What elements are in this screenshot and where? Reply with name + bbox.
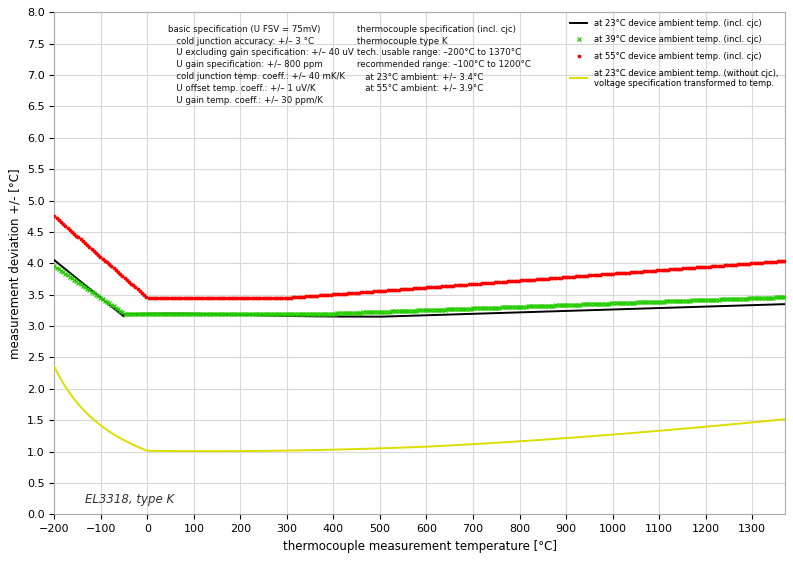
at 39°C device ambient temp. (incl. cjc) (203, 310, 213, 317)
at 23°C device ambient temp. (incl. cjc) (625, 306, 634, 312)
at 55°C device ambient temp. (incl. cjc) (525, 277, 534, 283)
at 55°C device ambient temp. (incl. cjc) (481, 280, 491, 287)
at 23°C device ambient temp. (incl. cjc) (50, 257, 59, 264)
at 23°C device ambient temp. (without cjc),
voltage specification transformed to temp. (405, 444, 415, 450)
at 23°C device ambient temp. (without cjc),
voltage specification transformed to temp. (780, 416, 789, 422)
Line: at 23°C device ambient temp. (without cjc),
voltage specification transformed to temp.: at 23°C device ambient temp. (without cj… (55, 367, 784, 451)
at 23°C device ambient temp. (incl. cjc) (759, 301, 768, 308)
at 55°C device ambient temp. (incl. cjc) (780, 257, 789, 264)
at 39°C device ambient temp. (incl. cjc) (120, 310, 129, 317)
at 23°C device ambient temp. (without cjc),
voltage specification transformed to temp. (203, 448, 213, 454)
at 39°C device ambient temp. (incl. cjc) (50, 263, 59, 270)
at 23°C device ambient temp. (without cjc),
voltage specification transformed to temp. (759, 418, 768, 425)
at 23°C device ambient temp. (incl. cjc) (405, 312, 415, 319)
Legend: at 23°C device ambient temp. (incl. cjc), at 39°C device ambient temp. (incl. cj: at 23°C device ambient temp. (incl. cjc)… (567, 16, 781, 91)
X-axis label: thermocouple measurement temperature [°C]: thermocouple measurement temperature [°C… (282, 540, 557, 553)
at 39°C device ambient temp. (incl. cjc) (525, 303, 534, 310)
Text: EL3318, type K: EL3318, type K (85, 493, 174, 506)
Text: thermocouple specification (incl. cjc)
thermocouple type K
tech. usable range: –: thermocouple specification (incl. cjc) t… (358, 25, 531, 93)
Line: at 23°C device ambient temp. (incl. cjc): at 23°C device ambient temp. (incl. cjc) (55, 260, 784, 317)
at 23°C device ambient temp. (without cjc),
voltage specification transformed to temp. (625, 430, 634, 436)
at 23°C device ambient temp. (incl. cjc) (759, 301, 768, 308)
at 55°C device ambient temp. (incl. cjc) (676, 265, 686, 272)
at 23°C device ambient temp. (without cjc),
voltage specification transformed to temp. (385, 445, 395, 452)
at 23°C device ambient temp. (without cjc),
voltage specification transformed to temp. (759, 418, 768, 425)
at 39°C device ambient temp. (incl. cjc) (330, 310, 339, 317)
at 55°C device ambient temp. (incl. cjc) (330, 291, 339, 298)
Line: at 55°C device ambient temp. (incl. cjc): at 55°C device ambient temp. (incl. cjc) (52, 214, 787, 300)
at 39°C device ambient temp. (incl. cjc) (458, 306, 467, 312)
at 23°C device ambient temp. (incl. cjc) (385, 313, 395, 320)
at 23°C device ambient temp. (without cjc),
voltage specification transformed to temp. (50, 364, 59, 370)
at 39°C device ambient temp. (incl. cjc) (481, 305, 491, 311)
at 23°C device ambient temp. (incl. cjc) (87, 287, 97, 294)
at 55°C device ambient temp. (incl. cjc) (50, 213, 59, 220)
at 39°C device ambient temp. (incl. cjc) (780, 294, 789, 301)
Text: basic specification (U FSV = 75mV)
   cold junction accuracy: +/– 3 °C
   U excl: basic specification (U FSV = 75mV) cold … (167, 25, 354, 105)
Y-axis label: measurement deviation +/- [°C]: measurement deviation +/- [°C] (9, 168, 21, 358)
at 39°C device ambient temp. (incl. cjc) (676, 297, 686, 304)
at 55°C device ambient temp. (incl. cjc) (458, 282, 467, 288)
at 55°C device ambient temp. (incl. cjc) (144, 295, 153, 301)
at 23°C device ambient temp. (without cjc),
voltage specification transformed to temp. (87, 415, 97, 421)
at 23°C device ambient temp. (incl. cjc) (375, 314, 385, 320)
at 55°C device ambient temp. (incl. cjc) (203, 295, 213, 301)
at 23°C device ambient temp. (incl. cjc) (780, 301, 789, 307)
Line: at 39°C device ambient temp. (incl. cjc): at 39°C device ambient temp. (incl. cjc) (52, 264, 787, 316)
